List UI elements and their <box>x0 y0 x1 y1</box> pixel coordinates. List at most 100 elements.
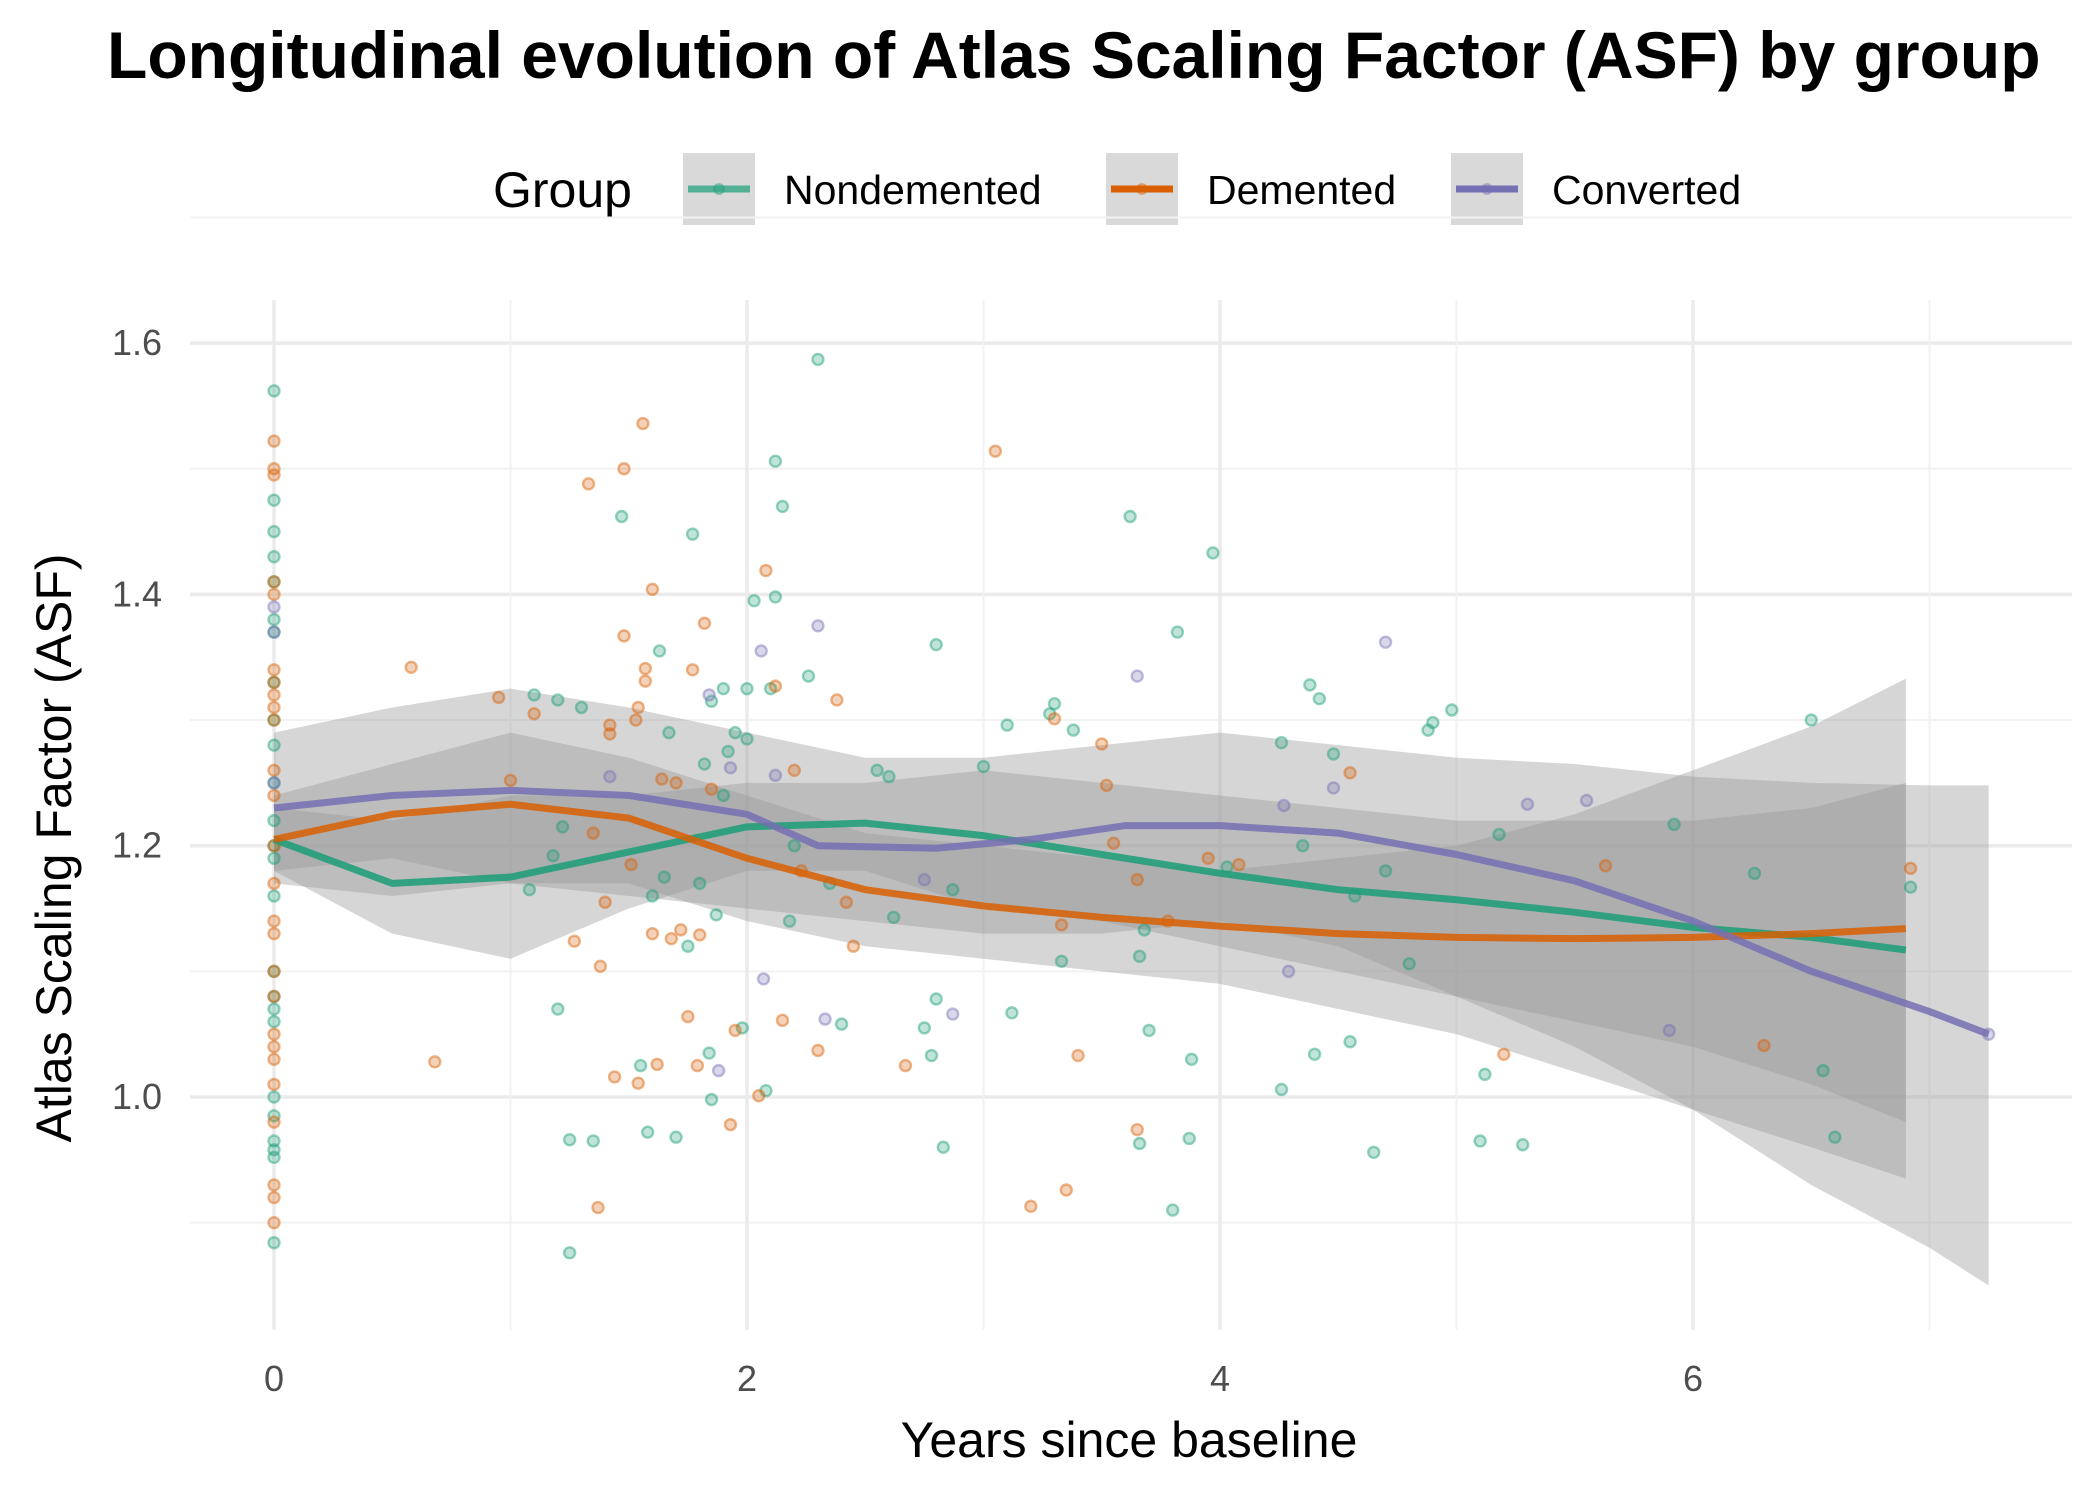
data-point-nondemented <box>1184 1052 1199 1067</box>
data-point-demented <box>267 575 281 589</box>
data-point-nondemented <box>1132 1136 1147 1151</box>
data-point-nondemented <box>586 1134 600 1148</box>
data-point-demented <box>685 663 700 677</box>
data-point-demented <box>704 782 719 796</box>
data-point-demented <box>674 923 688 937</box>
legend-label-converted: Converted <box>1552 167 1741 213</box>
data-point-demented <box>267 468 281 482</box>
data-point-nondemented <box>924 1048 939 1063</box>
data-point-nondemented <box>267 1143 281 1157</box>
data-point-nondemented <box>1170 625 1185 639</box>
data-point-demented <box>1095 737 1109 751</box>
data-point-demented <box>267 989 281 1004</box>
legend-point-demented <box>1136 183 1148 195</box>
data-point-demented <box>1343 766 1357 780</box>
data-point-nondemented <box>546 849 560 863</box>
data-point-demented <box>624 857 638 872</box>
data-point-converted <box>1378 635 1393 649</box>
data-point-nondemented <box>574 700 589 715</box>
data-point-converted <box>702 688 716 702</box>
data-point-nondemented <box>747 593 761 608</box>
data-point-demented <box>267 876 281 891</box>
data-point-demented <box>267 1115 281 1129</box>
data-point-nondemented <box>1473 1134 1487 1148</box>
y-tick-label: 1.6 <box>112 322 162 363</box>
data-point-demented <box>1598 859 1613 873</box>
data-point-demented <box>787 763 801 778</box>
data-point-nondemented <box>267 1002 281 1016</box>
data-point-nondemented <box>1005 1006 1019 1020</box>
legend-item-nondemented: Nondemented <box>683 153 1042 225</box>
data-point-demented <box>404 660 418 674</box>
data-point-nondemented <box>662 725 676 740</box>
data-point-demented <box>617 462 631 476</box>
data-point-nondemented <box>267 776 281 790</box>
data-point-nondemented <box>1047 697 1062 711</box>
data-point-demented <box>267 1190 281 1205</box>
data-point-nondemented <box>267 675 281 690</box>
data-point-demented <box>267 763 281 778</box>
data-point-demented <box>607 1070 622 1084</box>
data-point-nondemented <box>1123 509 1137 524</box>
data-point-nondemented <box>936 1140 950 1154</box>
y-axis-title: Atlas Scaling Factor (ASF) <box>26 553 82 1142</box>
data-point-nondemented <box>652 644 667 658</box>
data-point-nondemented <box>1343 1035 1357 1049</box>
legend-item-converted: Converted <box>1451 153 1741 225</box>
data-point-nondemented <box>716 681 731 696</box>
trend-line-nondemented <box>272 819 1907 954</box>
data-point-nondemented <box>555 820 570 834</box>
data-point-demented <box>811 1043 825 1058</box>
data-point-nondemented <box>1054 954 1069 968</box>
data-point-converted <box>754 644 768 658</box>
data-point-nondemented <box>1137 923 1152 937</box>
data-point-nondemented <box>267 524 281 539</box>
data-point-demented <box>267 688 281 702</box>
legend-title: Group <box>493 162 632 218</box>
data-point-nondemented <box>946 882 960 897</box>
legend: Group Nondemented Demented Converted <box>493 153 1741 225</box>
data-point-nondemented <box>1378 864 1393 878</box>
data-point-nondemented <box>929 992 943 1006</box>
data-point-nondemented <box>1142 1023 1156 1038</box>
data-point-nondemented <box>614 509 629 524</box>
data-point-demented <box>631 700 645 715</box>
data-point-demented <box>593 959 608 974</box>
data-point-nondemented <box>759 1084 773 1098</box>
data-point-nondemented <box>267 1109 281 1123</box>
data-point-demented <box>1071 1048 1085 1063</box>
data-point-nondemented <box>728 725 742 740</box>
data-point-nondemented <box>267 851 281 865</box>
data-point-demented <box>267 700 281 715</box>
data-point-nondemented <box>267 625 281 639</box>
data-point-nondemented <box>1132 949 1147 963</box>
data-point-nondemented <box>267 1090 281 1104</box>
data-point-demented <box>681 1009 695 1024</box>
data-point-demented <box>846 939 861 953</box>
data-point-nondemented <box>1307 1047 1322 1061</box>
trend-lines <box>272 786 1990 1038</box>
data-point-demented <box>655 772 669 786</box>
grid <box>190 216 2072 1330</box>
data-point-demented <box>1903 861 1918 876</box>
data-point-demented <box>723 1117 738 1132</box>
data-point-nondemented <box>267 813 281 828</box>
data-point-demented <box>1059 1183 1073 1197</box>
data-point-demented <box>693 928 707 942</box>
data-point-demented <box>631 1076 645 1090</box>
data-point-nondemented <box>704 1092 719 1107</box>
data-point-demented <box>603 727 617 741</box>
data-point-nondemented <box>267 989 281 1004</box>
data-point-demented <box>1130 1122 1144 1137</box>
data-point-nondemented <box>267 713 281 727</box>
data-point-nondemented <box>1312 691 1327 706</box>
data-point-nondemented <box>787 839 801 853</box>
data-point-demented <box>759 563 773 578</box>
data-point-demented <box>898 1058 913 1073</box>
data-point-demented <box>645 926 660 941</box>
data-point-nondemented <box>1816 1063 1830 1078</box>
data-point-nondemented <box>1182 1131 1196 1146</box>
data-point-nondemented <box>562 1133 577 1147</box>
data-point-demented <box>752 1089 766 1103</box>
